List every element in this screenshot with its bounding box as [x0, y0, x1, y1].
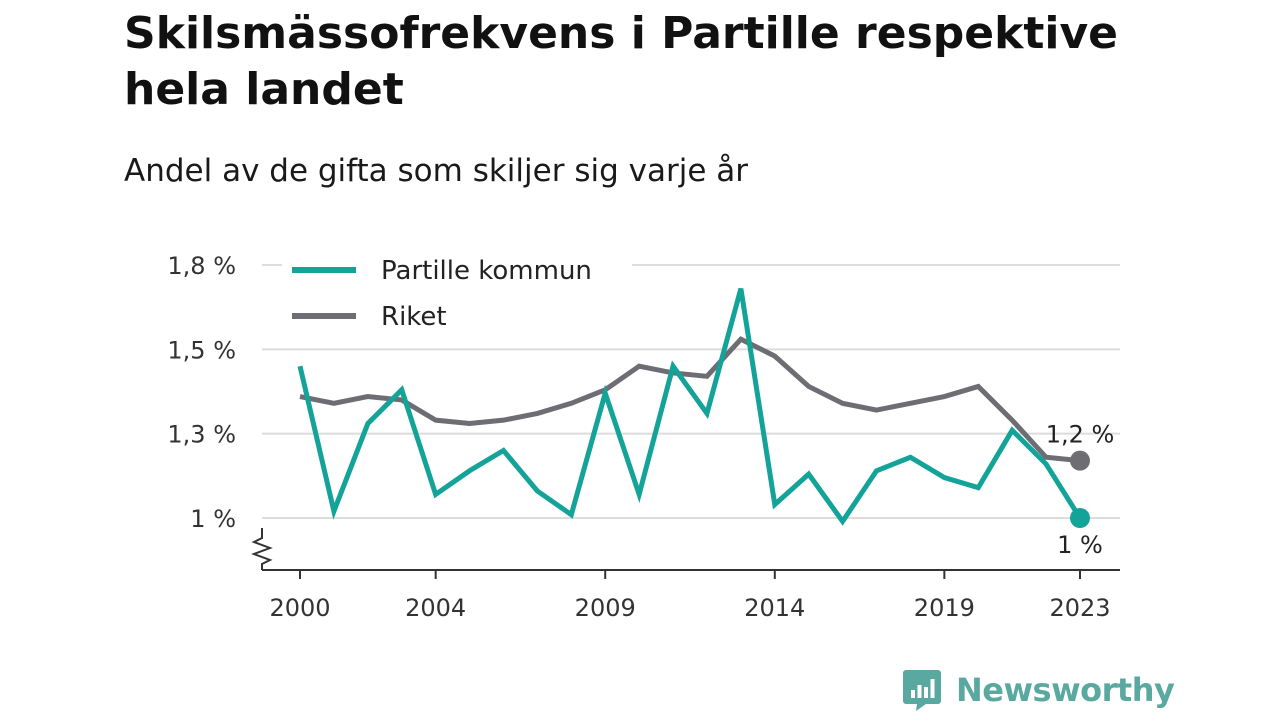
legend-label: Partille kommun: [381, 256, 592, 286]
x-tick-label: 2014: [744, 594, 805, 622]
series-line-0: [297, 287, 1083, 526]
newsworthy-logo: Newsworthy: [902, 668, 1175, 712]
series-end-point-0: [1070, 508, 1090, 528]
bar-chart-speech-bubble-icon: [903, 670, 941, 711]
chart-title: Skilsmässofrekvens i Partille respektive…: [124, 8, 1119, 115]
legend-label: Riket: [381, 302, 447, 332]
x-tick-label: 2023: [1049, 594, 1110, 622]
brand-name: Newsworthy: [956, 671, 1175, 709]
chart-subtitle: Andel av de gifta som skiljer sig varje …: [124, 153, 748, 189]
series-end-point-1: [1070, 450, 1090, 471]
y-tick-label: 1,5 %: [167, 336, 236, 364]
series-end-label: 1,2 %: [1046, 421, 1115, 449]
y-tick-label: 1,3 %: [167, 421, 236, 449]
x-tick-label: 2019: [914, 594, 975, 622]
series-layer: 1,2 % 1 %: [297, 287, 1115, 559]
x-tick-label: 2000: [269, 594, 330, 622]
y-tick-label: 1 %: [190, 505, 236, 533]
legend: Partille kommun Riket: [282, 256, 632, 332]
x-tick-label: 2004: [405, 594, 466, 622]
y-tick-label: 1,8 %: [167, 252, 236, 280]
axes: 1 % 1,3 % 1,5 % 1,8 % 2000 2004 2009 2014 2019 20…: [167, 252, 1120, 622]
axis-break-marker: [251, 528, 273, 570]
x-tick-label: 2009: [575, 594, 636, 622]
series-end-label: 1 %: [1057, 531, 1103, 559]
series-line-1: [299, 336, 1081, 464]
